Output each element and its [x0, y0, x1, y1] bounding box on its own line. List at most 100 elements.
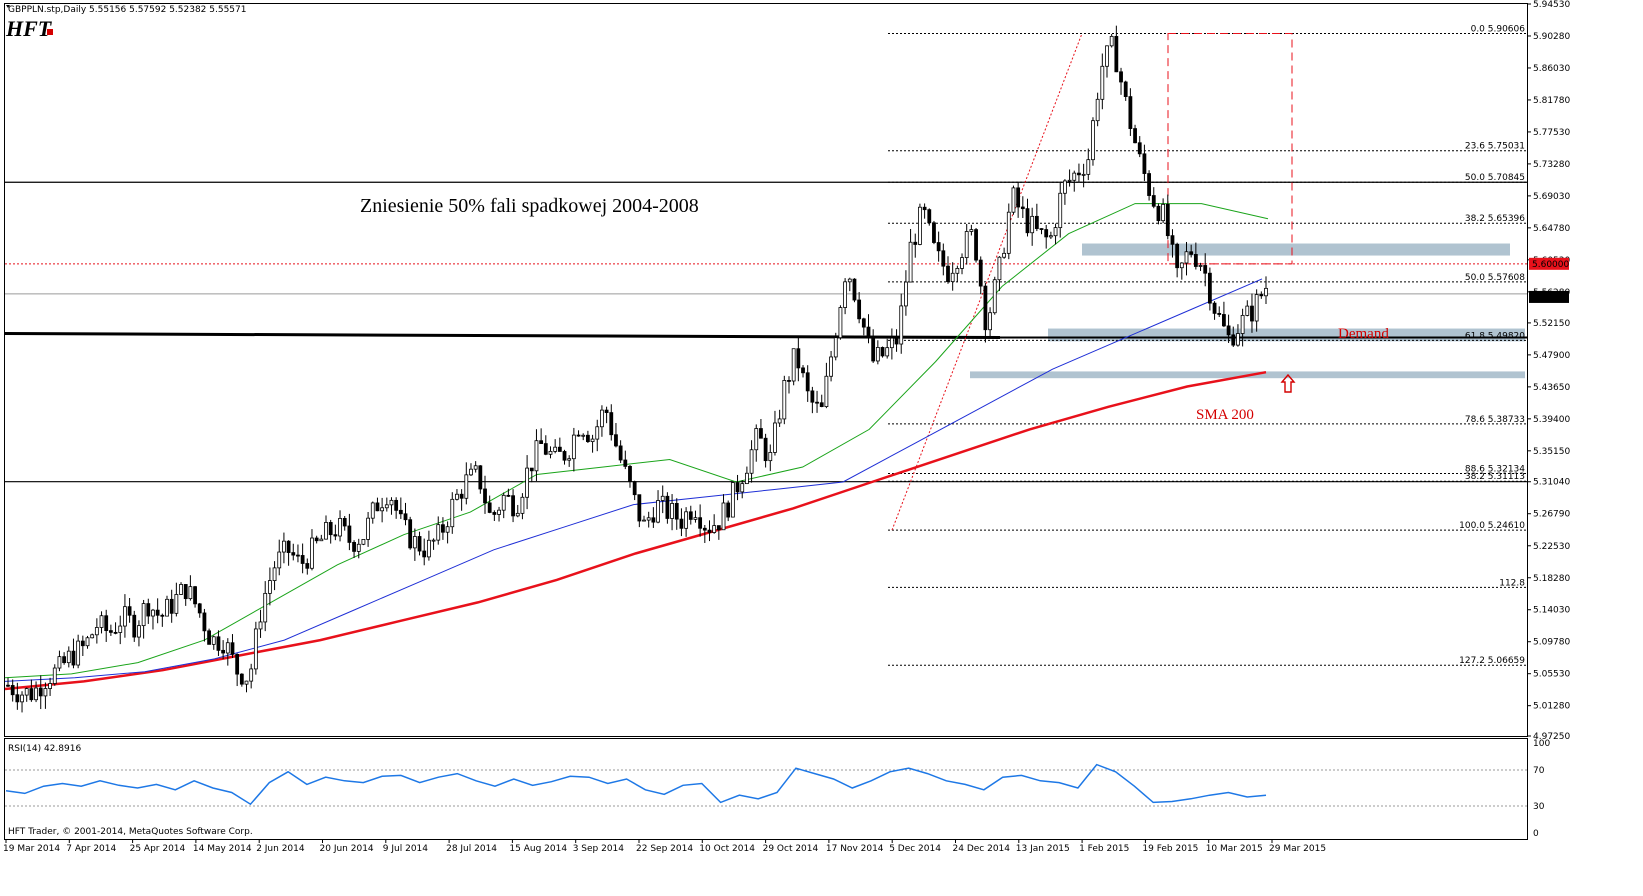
candle-body — [389, 499, 394, 506]
candle-body — [1231, 334, 1236, 346]
candle-body — [609, 412, 614, 436]
candle-body — [833, 337, 838, 358]
candle-body — [932, 222, 936, 243]
candle-body — [403, 513, 408, 521]
candle-body — [796, 348, 801, 369]
candle-body — [1063, 180, 1067, 194]
candle-body — [291, 552, 296, 556]
current-price-tag-label: 5.55571 — [1532, 293, 1569, 303]
fib-label-9: 100.0 5.24610 — [1459, 521, 1525, 531]
candle-body — [866, 326, 871, 339]
candle-body — [127, 606, 132, 616]
candle-body — [571, 434, 576, 460]
candle-body — [62, 656, 67, 664]
candle-body — [43, 688, 48, 697]
candle-body — [684, 511, 689, 529]
candle-body — [787, 380, 791, 382]
candle-body — [179, 584, 183, 595]
candle-body — [183, 584, 188, 600]
zone-0 — [1082, 243, 1510, 256]
candle-body — [324, 522, 328, 540]
candle-body — [263, 592, 268, 623]
candle-body — [225, 642, 230, 654]
candle-body — [333, 534, 338, 537]
y-tick-label: 5.77530 — [1533, 128, 1570, 138]
candle-body — [805, 372, 810, 392]
candle-body — [441, 524, 445, 533]
candle-body — [1156, 205, 1161, 222]
x-tick-label: 9 Jul 2014 — [383, 844, 428, 854]
y-tick-label: 5.18280 — [1533, 574, 1570, 584]
candle-body — [665, 495, 670, 519]
candle-body — [749, 449, 754, 474]
price-series — [6, 25, 1268, 713]
candle-body — [352, 542, 356, 552]
candle-body — [473, 465, 478, 470]
candle-body — [1105, 45, 1109, 67]
candle-body — [791, 348, 796, 382]
candle-body — [978, 259, 983, 287]
candle-body — [1067, 179, 1072, 182]
candle-body — [487, 502, 492, 513]
candle-body — [1170, 235, 1175, 245]
y-tick-label: 5.26790 — [1533, 510, 1570, 520]
candle-body — [436, 524, 441, 541]
candle-body — [946, 265, 950, 283]
candle-body — [936, 242, 941, 252]
candle-body — [576, 434, 581, 437]
candle-body — [1207, 272, 1212, 304]
candle-body — [1034, 215, 1039, 229]
candle-body — [880, 347, 885, 357]
candle-body — [1133, 128, 1137, 144]
candle-body — [875, 347, 880, 362]
candle-body — [104, 615, 109, 632]
fib-label-6: 78.6 5.38733 — [1465, 415, 1525, 425]
candle-body — [885, 347, 890, 357]
candle-body — [85, 637, 90, 647]
candle-body — [1222, 314, 1226, 327]
candle-body — [141, 603, 146, 627]
y-tick-label: 5.43650 — [1533, 383, 1570, 393]
y-tick-label: 5.47900 — [1533, 351, 1570, 361]
candle-body — [726, 502, 731, 518]
candle-body — [20, 694, 24, 703]
x-tick-label: 15 Aug 2014 — [509, 844, 567, 854]
candle-body — [90, 634, 95, 639]
candle-body — [272, 567, 277, 581]
y-tick-label: 5.69030 — [1533, 192, 1570, 202]
candle-body — [296, 554, 300, 557]
fib-label-0: 0.0 5.90606 — [1471, 25, 1526, 35]
fib-label-7: 88.6 5.32134 — [1465, 465, 1525, 475]
rsi-chart-frame — [4, 738, 1528, 840]
x-tick-label: 13 Jan 2015 — [1016, 844, 1070, 854]
candle-body — [557, 446, 562, 452]
candle-body — [1100, 65, 1105, 100]
candle-body — [904, 281, 908, 307]
hft-logo: HFT — [5, 16, 53, 41]
candle-body — [1217, 312, 1222, 315]
candle-body — [422, 550, 427, 558]
trend-line-thick — [4, 332, 1001, 340]
candle-body — [305, 563, 310, 569]
candle-body — [894, 337, 899, 345]
candle-body — [455, 493, 459, 500]
candle-body — [969, 229, 974, 232]
candle-body — [76, 640, 81, 666]
candle-body — [1072, 172, 1077, 181]
candle-body — [445, 526, 450, 533]
candle-body — [244, 680, 249, 685]
candle-body — [992, 279, 997, 314]
candle-body — [1189, 251, 1194, 255]
candle-body — [1020, 206, 1025, 210]
candle-body — [197, 603, 202, 614]
x-tick-label: 1 Feb 2015 — [1079, 844, 1129, 854]
candle-body — [361, 539, 366, 545]
candle-body — [857, 299, 862, 320]
y-tick-label: 5.52150 — [1533, 319, 1570, 329]
candle-body — [553, 446, 558, 452]
ma-green-line — [4, 203, 1269, 679]
candle-body — [1039, 228, 1044, 230]
candle-body — [286, 540, 291, 553]
fib-label-4: 50.0 5.57608 — [1465, 273, 1525, 283]
candle-body — [1053, 227, 1058, 237]
